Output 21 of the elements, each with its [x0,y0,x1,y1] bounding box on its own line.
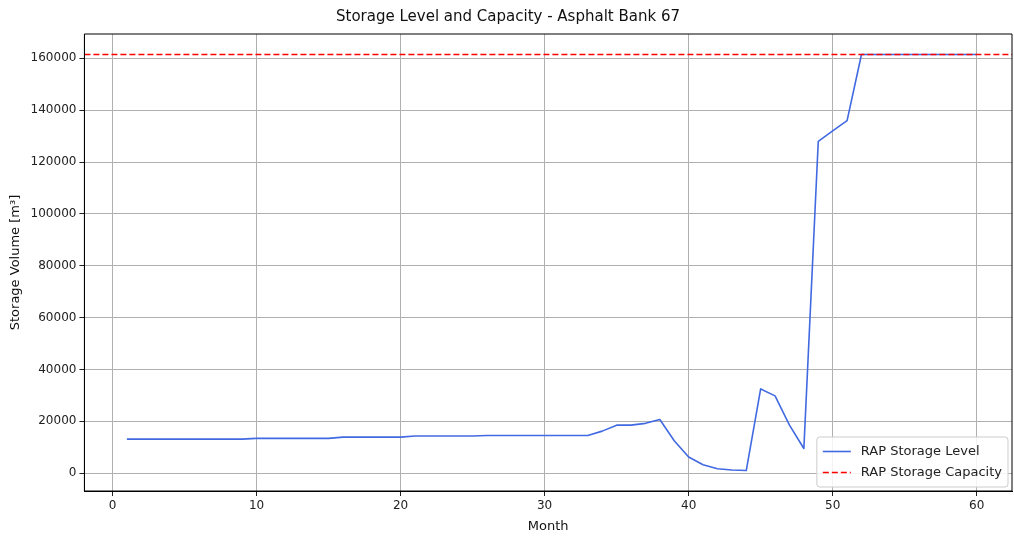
x-tick-label: 30 [536,498,553,513]
y-tick-label: 120000 [30,154,77,169]
y-tick-label: 0 [68,465,77,480]
x-tick-label: 40 [681,498,697,513]
legend-label: RAP Storage Capacity [860,463,1003,479]
y-tick-label: 60000 [38,309,77,324]
y-tick-label: 40000 [38,361,77,376]
y-tick-label: 80000 [38,257,77,272]
x-tick-label: 60 [969,498,985,513]
x-tick-label: 10 [248,498,265,513]
x-tick-label: 50 [825,498,841,513]
x-tick-label: 20 [392,498,409,513]
y-tick-label: 20000 [38,413,77,428]
y-tick-label: 100000 [30,206,77,221]
y-tick-label: 140000 [30,102,77,117]
chart-title: Storage Level and Capacity - Asphalt Bank 67 [336,6,680,25]
x-tick-label: 0 [108,498,117,513]
legend-label: RAP Storage Level [860,442,980,458]
x-axis-title: Month [527,517,569,533]
y-axis-title: Storage Volume [m³] [7,194,23,331]
y-tick-label: 160000 [30,50,77,65]
